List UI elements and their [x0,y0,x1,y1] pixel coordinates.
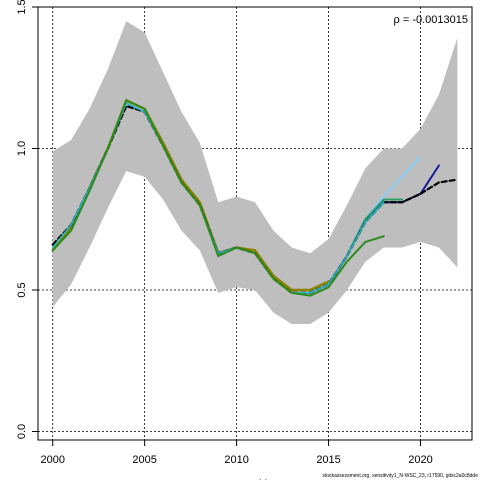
x-tick-label-2: 2010 [224,454,248,466]
y-tick-label-0: 0.0 [16,424,28,439]
x-tick-label-0: 2000 [40,454,64,466]
x-tick-label-3: 2015 [316,454,340,466]
plot-frame [37,6,473,441]
y-tick-label-1: 0.5 [16,282,28,297]
series-line-6 [51,99,385,297]
series-group [51,99,459,297]
x-tick-label-1: 2005 [132,454,156,466]
axes: 2000 2005 2010 2015 2020 0.0 0.5 1.0 1.5 [16,0,433,466]
confidence-band [52,21,458,324]
y-tick-label-3: 1.5 [16,0,28,15]
credit-text: stockassessment.org, sensitivity1_N-WSC_… [322,473,478,479]
x-tick-label-4: 2020 [408,454,432,466]
rho-annotation: ρ = -0.0013015 [394,14,468,26]
x-axis-title: Y [259,478,267,480]
confidence-band-group [52,21,458,324]
y-tick-label-2: 1.0 [16,141,28,156]
